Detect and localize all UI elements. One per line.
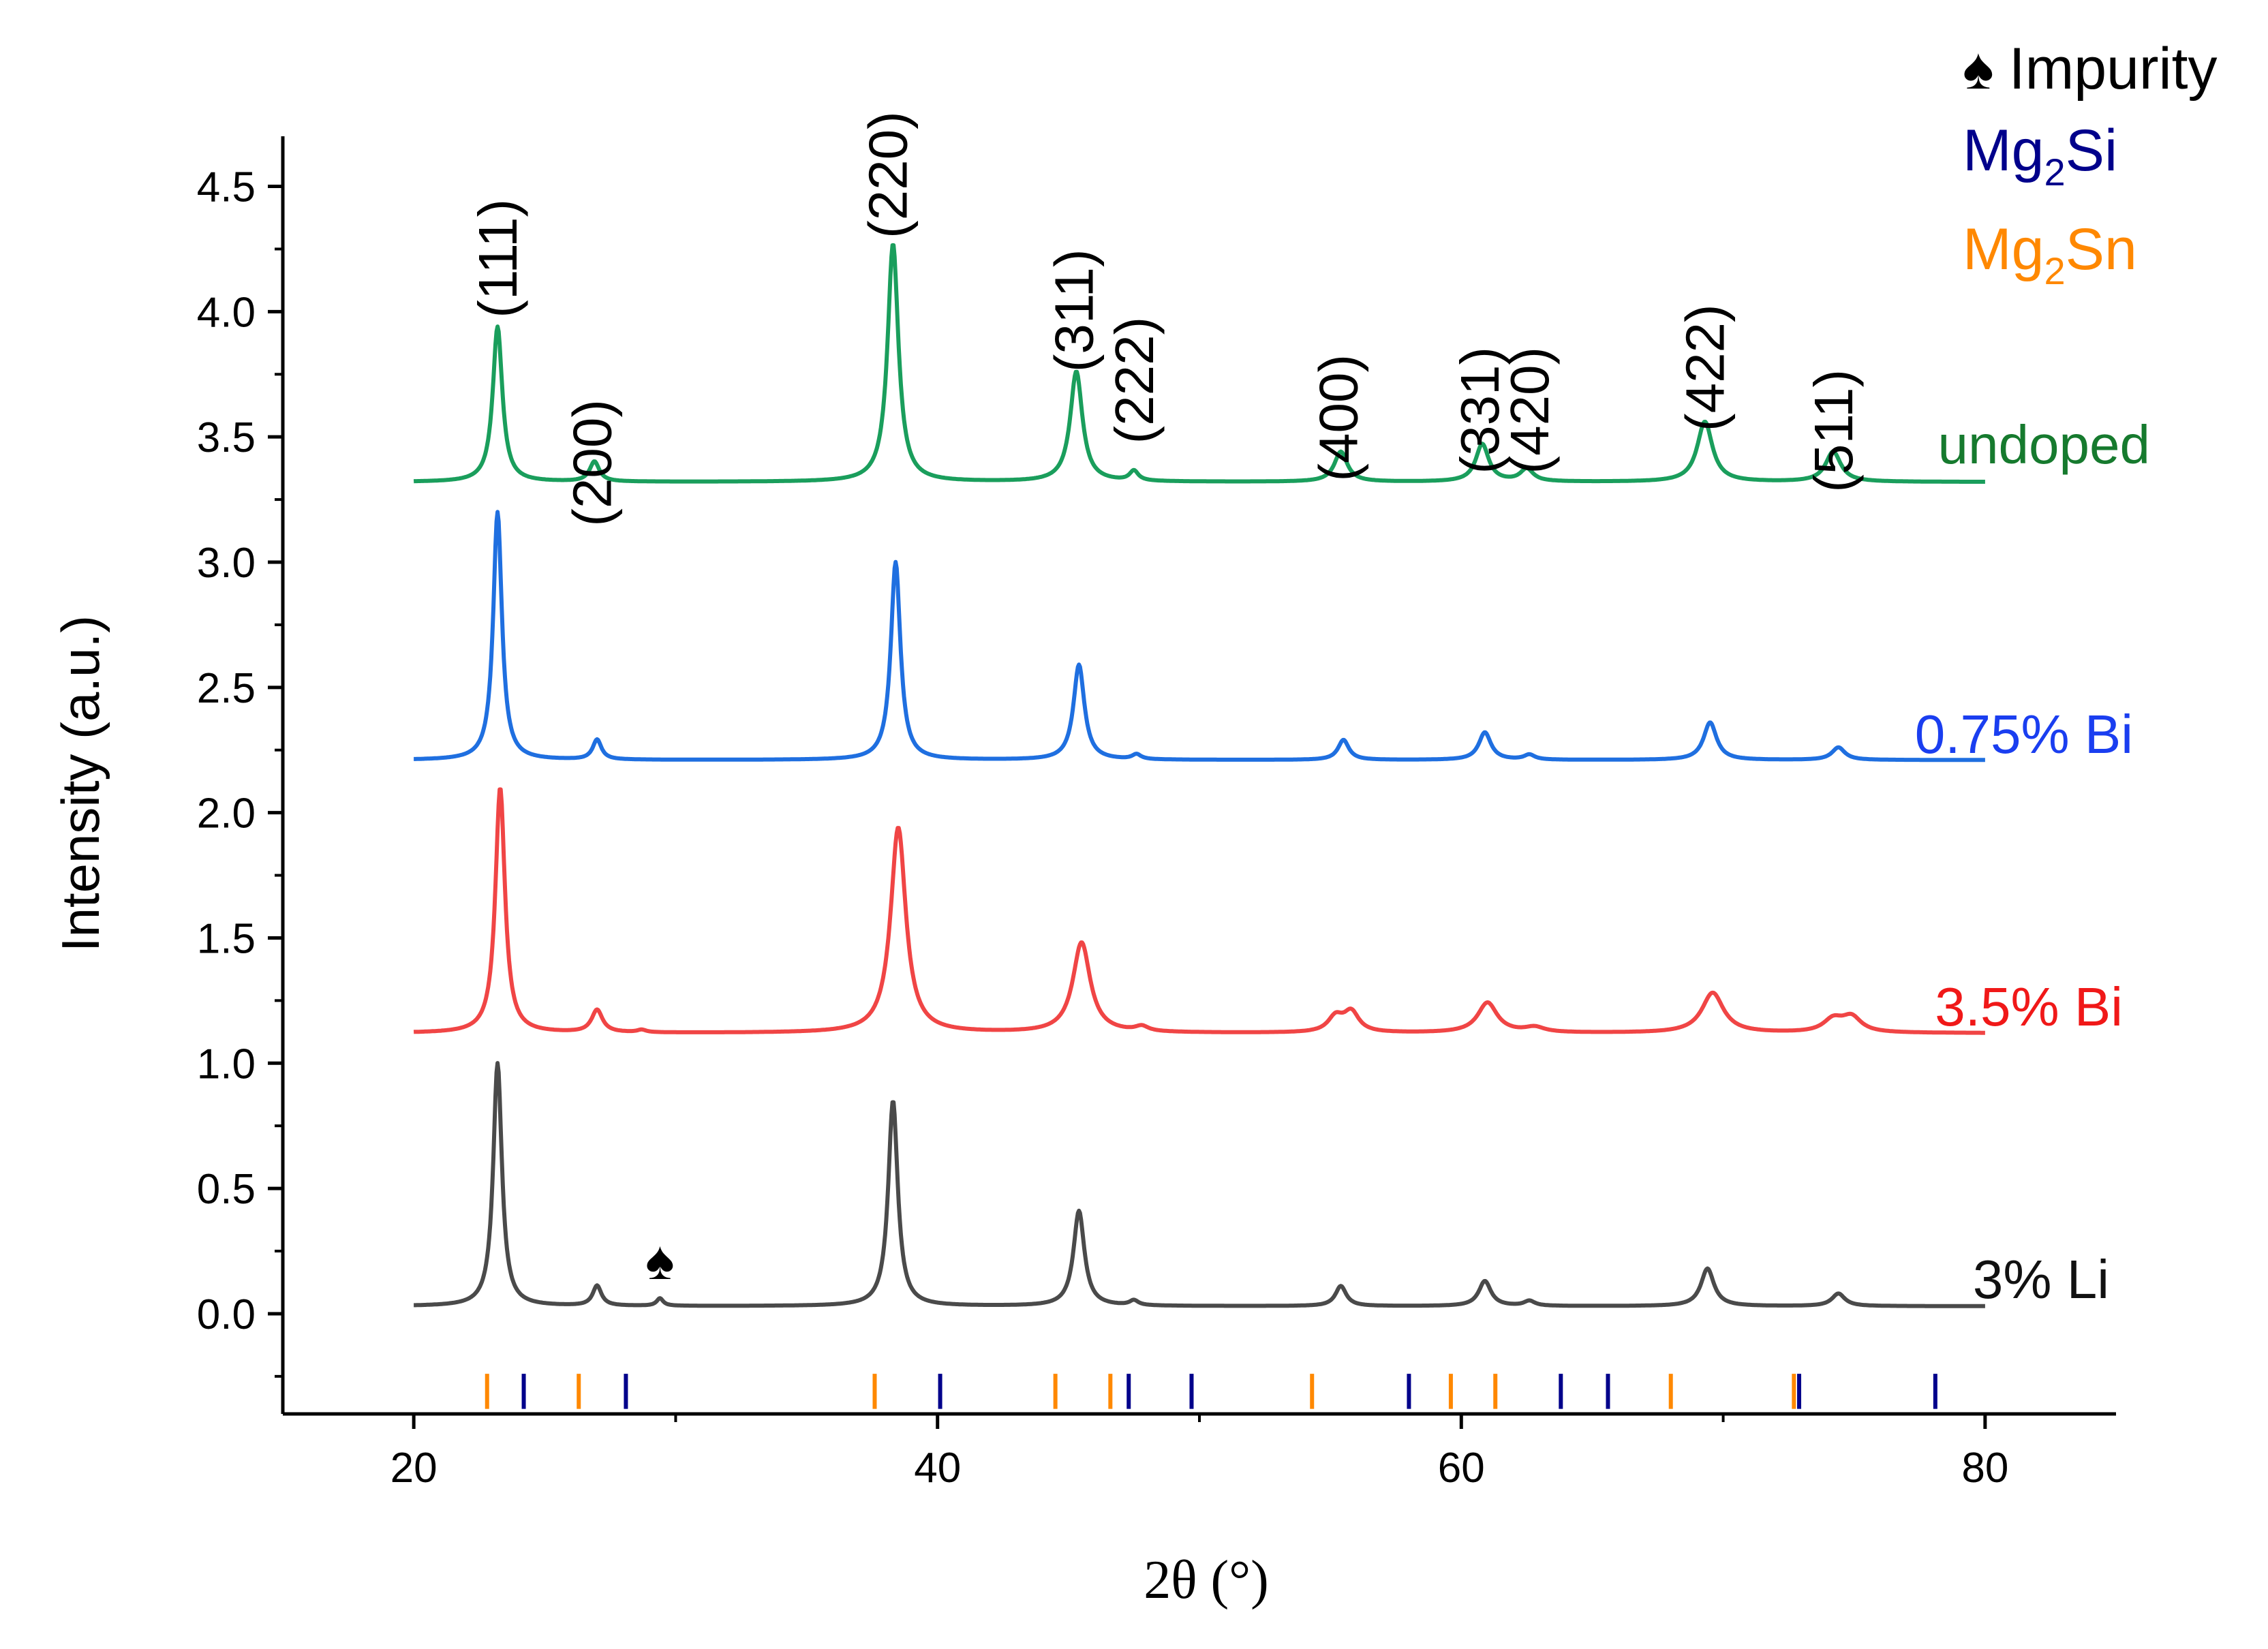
legend-formula-prefix: Mg bbox=[1963, 217, 2044, 282]
miller-index-label: (420) bbox=[1499, 347, 1560, 474]
y-tick-label: 0.0 bbox=[197, 1291, 256, 1338]
miller-index-label: (422) bbox=[1675, 304, 1736, 431]
miller-index-label: (111) bbox=[468, 199, 528, 318]
legend-impurity: ♠ Impurity bbox=[1963, 36, 2218, 102]
series-layer: undoped 0.75% Bi 3.5% Bi 3% Li bbox=[412, 243, 2150, 1310]
series-line-0-75-bi bbox=[412, 510, 1987, 762]
x-tick-label: 60 bbox=[1438, 1445, 1485, 1492]
legend-formula-subscript: 2 bbox=[2044, 249, 2065, 292]
legend-formula-suffix: Si bbox=[2066, 118, 2117, 183]
x-axis-label: 2θ (°) bbox=[1144, 1550, 1269, 1610]
series-label: undoped bbox=[1938, 414, 2150, 475]
y-tick-label: 2.5 bbox=[197, 665, 256, 712]
y-tick-label: 3.0 bbox=[197, 540, 256, 587]
x-tick-label: 80 bbox=[1961, 1445, 2008, 1492]
x-tick-label: 20 bbox=[390, 1445, 438, 1492]
y-tick-label: 4.5 bbox=[197, 164, 256, 211]
series-label: 3.5% Bi bbox=[1935, 976, 2123, 1037]
legend-formula-suffix: Sn bbox=[2066, 217, 2137, 282]
y-tick-label: 3.5 bbox=[197, 414, 256, 461]
series-label: 3% Li bbox=[1973, 1249, 2109, 1310]
series-label: 0.75% Bi bbox=[1915, 704, 2133, 765]
miller-index-label: (311) bbox=[1043, 249, 1104, 372]
y-tick-label: 1.0 bbox=[197, 1041, 256, 1088]
miller-index-label: (400) bbox=[1308, 354, 1369, 482]
y-axis-label: Intensity (a.u.) bbox=[50, 615, 110, 952]
annotations: (111) (200) (220) (311)(222) (400) (331)(420)… bbox=[468, 111, 1864, 1291]
miller-index-label: (200) bbox=[562, 399, 622, 527]
legend-formula-subscript: 2 bbox=[2044, 151, 2065, 194]
y-tick-label: 2.0 bbox=[197, 790, 256, 837]
miller-index-label: (331) bbox=[1450, 347, 1510, 474]
series-line-undoped bbox=[412, 243, 1987, 484]
series-line-3-li bbox=[412, 1061, 1987, 1308]
y-tick-label: 0.5 bbox=[197, 1166, 256, 1213]
legend-formula-prefix: Mg bbox=[1963, 118, 2044, 183]
y-tick-label: 4.0 bbox=[197, 289, 256, 336]
reference-markers bbox=[485, 1374, 1937, 1409]
legend-mg2si: Mg2Si bbox=[1963, 118, 2117, 194]
miller-index-label: (511) bbox=[1803, 369, 1864, 493]
impurity-marker-icon: ♠ bbox=[645, 1230, 675, 1291]
series-line-3-5-bi bbox=[412, 787, 1987, 1035]
legend-mg2sn: Mg2Sn bbox=[1963, 217, 2137, 292]
legend-impurity-label: Impurity bbox=[2009, 36, 2218, 102]
y-tick-label: 1.5 bbox=[197, 915, 256, 962]
axes: 0.0 0.5 1.0 1.5 2.0 2.5 3.0 3.5 4.0 4.5 20 40 60 80 bbox=[197, 136, 2116, 1492]
miller-index-label: (222) bbox=[1104, 317, 1165, 444]
spade-icon: ♠ bbox=[1963, 36, 1994, 102]
miller-index-label: (220) bbox=[858, 111, 919, 238]
x-tick-label: 40 bbox=[914, 1445, 961, 1492]
